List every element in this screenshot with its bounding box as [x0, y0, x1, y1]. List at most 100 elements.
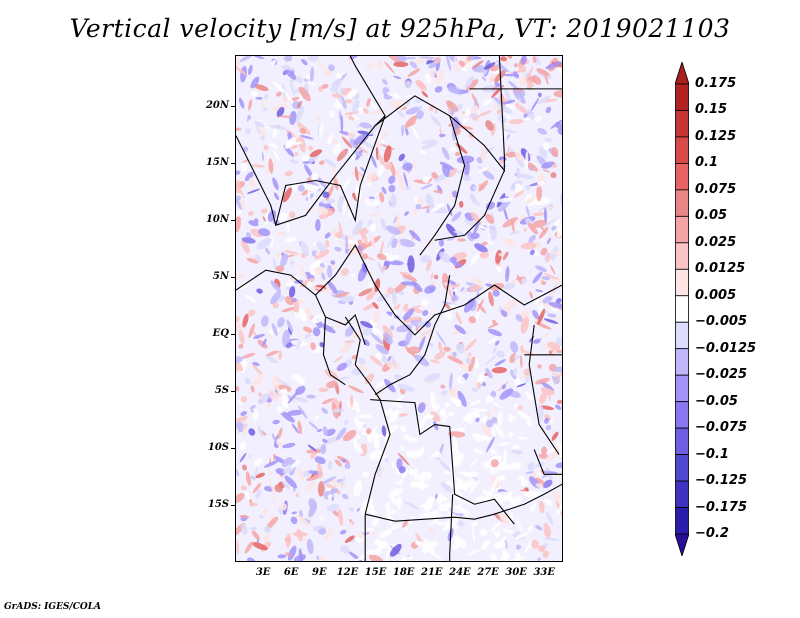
velocity-blob	[435, 69, 445, 85]
velocity-blob	[236, 415, 248, 423]
velocity-blob	[297, 100, 303, 108]
velocity-blob	[270, 290, 281, 305]
velocity-blob	[307, 444, 317, 452]
velocity-blob	[525, 66, 534, 82]
velocity-blob	[299, 128, 307, 134]
velocity-blob	[284, 296, 294, 306]
velocity-blob	[241, 237, 256, 244]
velocity-blob	[487, 328, 503, 337]
velocity-blob	[368, 554, 384, 561]
velocity-blob	[542, 550, 550, 558]
velocity-blob	[543, 522, 551, 539]
velocity-blob	[285, 342, 293, 349]
velocity-blob	[262, 107, 268, 112]
velocity-blob	[294, 151, 299, 157]
colorbar-swatch	[675, 268, 689, 297]
velocity-blob	[385, 509, 393, 520]
velocity-blob	[532, 212, 547, 217]
velocity-blob	[288, 286, 296, 298]
velocity-blob	[485, 355, 497, 365]
velocity-blob	[239, 56, 255, 63]
velocity-blob	[285, 69, 297, 80]
velocity-blob	[353, 416, 362, 431]
velocity-blob	[551, 147, 559, 157]
velocity-blob	[549, 285, 555, 298]
velocity-blob	[496, 108, 502, 115]
velocity-blob	[277, 554, 287, 559]
country-border	[374, 275, 451, 396]
velocity-blob	[254, 120, 265, 128]
velocity-blob	[308, 503, 317, 518]
velocity-blob	[390, 193, 397, 208]
velocity-blob	[520, 242, 537, 250]
velocity-blob	[550, 118, 562, 129]
velocity-blob	[515, 532, 529, 540]
velocity-blob	[513, 63, 518, 68]
country-border	[528, 324, 560, 455]
velocity-blob	[447, 86, 462, 94]
velocity-blob	[537, 95, 551, 105]
velocity-blob	[377, 261, 384, 275]
velocity-blob	[445, 223, 458, 237]
velocity-blob	[492, 319, 498, 327]
velocity-blob	[333, 356, 344, 363]
velocity-blob	[372, 518, 379, 526]
velocity-blob	[537, 128, 547, 135]
velocity-blob	[499, 475, 506, 480]
lat-tick-mark	[231, 220, 235, 222]
velocity-blob	[539, 390, 548, 405]
velocity-blob	[492, 289, 500, 297]
velocity-blob	[372, 449, 382, 456]
velocity-blob	[470, 407, 488, 412]
lon-tick-label: 9E	[312, 567, 327, 578]
velocity-blob	[428, 177, 433, 183]
velocity-blob	[482, 98, 492, 106]
velocity-blob	[286, 222, 290, 233]
velocity-blob	[426, 496, 436, 503]
velocity-blob	[272, 419, 280, 425]
velocity-blob	[434, 521, 449, 525]
velocity-blob	[446, 56, 452, 71]
velocity-blob	[499, 513, 510, 525]
velocity-blob	[513, 355, 521, 360]
velocity-blob	[252, 409, 259, 422]
velocity-blob	[379, 191, 385, 203]
velocity-blob	[340, 529, 347, 535]
velocity-blob	[414, 482, 432, 486]
velocity-blob	[435, 450, 442, 458]
velocity-blob	[397, 174, 405, 191]
velocity-blob	[249, 502, 258, 507]
velocity-blob	[264, 213, 269, 226]
velocity-blob	[271, 433, 277, 442]
grads-credit: GrADS: IGES/COLA	[4, 602, 102, 612]
velocity-blob	[236, 183, 245, 199]
velocity-blob	[366, 428, 372, 435]
velocity-blob	[394, 213, 401, 229]
velocity-blob	[442, 411, 451, 424]
velocity-blob	[499, 388, 514, 400]
velocity-blob	[457, 390, 467, 407]
velocity-blob	[403, 303, 409, 312]
velocity-blob	[315, 218, 321, 232]
velocity-blob	[258, 393, 270, 405]
velocity-blob	[434, 86, 443, 93]
velocity-blob	[519, 75, 528, 87]
velocity-blob	[453, 56, 457, 69]
velocity-blob	[486, 410, 492, 418]
velocity-blob	[547, 313, 557, 318]
velocity-blob	[541, 161, 555, 169]
velocity-blob	[529, 291, 534, 299]
velocity-blob	[325, 239, 330, 248]
velocity-blob	[294, 396, 309, 403]
velocity-blob	[553, 366, 562, 373]
velocity-blob	[236, 216, 241, 233]
velocity-blob	[535, 483, 544, 489]
velocity-blob	[357, 171, 364, 178]
velocity-blob	[386, 91, 401, 99]
velocity-blob	[242, 464, 248, 471]
velocity-blob	[397, 384, 415, 392]
velocity-blob	[546, 447, 558, 454]
velocity-blob	[263, 460, 279, 468]
velocity-blob	[287, 545, 297, 561]
velocity-blob	[543, 471, 558, 474]
